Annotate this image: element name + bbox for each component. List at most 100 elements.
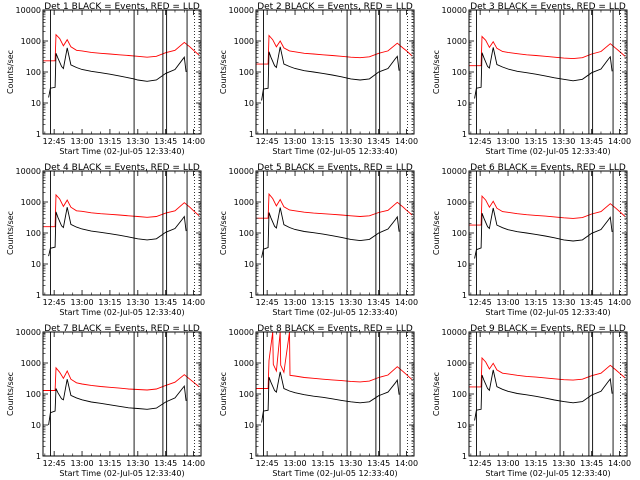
- detector-panel: Det 8 BLACK = Events, RED = LLD 1 10 100 100…: [219, 324, 418, 478]
- y-tick-label: 10000: [229, 328, 254, 337]
- x-tick-label: 13:00: [71, 137, 94, 146]
- x-tick-label: 13:00: [284, 298, 307, 307]
- x-tick-label: 12:45: [256, 298, 279, 307]
- plot-frame: [255, 170, 415, 296]
- lld-series-line: [43, 33, 200, 62]
- x-tick-label: 14:00: [182, 298, 205, 307]
- events-series-line: [48, 379, 187, 426]
- x-tick-label: 13:15: [98, 459, 121, 468]
- y-axis-label: Counts/sec: [219, 372, 228, 416]
- panel-title: Det 9 BLACK = Events, RED = LLD: [470, 324, 626, 334]
- events-series-line: [261, 207, 400, 258]
- x-tick-label: 13:00: [497, 137, 520, 146]
- x-tick-label: 12:45: [469, 459, 492, 468]
- x-axis-label: Start Time (02-Jul-05 12:33:40): [59, 147, 184, 156]
- plot-frame: [468, 9, 628, 135]
- y-tick-label: 100: [26, 229, 41, 238]
- x-tick-label: 14:00: [608, 459, 631, 468]
- detector-panel: Det 4 BLACK = Events, RED = LLD 1 10 100 100…: [6, 163, 205, 317]
- y-axis-label: Counts/sec: [219, 211, 228, 255]
- lld-series-line: [256, 192, 413, 219]
- plot-frame: [255, 331, 415, 457]
- y-tick-label: 10000: [16, 328, 41, 337]
- detector-panel: Det 6 BLACK = Events, RED = LLD 1 10 100 100…: [432, 163, 631, 317]
- y-tick-label: 10000: [16, 167, 41, 176]
- y-tick-label: 1: [462, 452, 467, 461]
- x-axis-label: Start Time (02-Jul-05 12:33:40): [59, 308, 184, 317]
- y-tick-label: 100: [452, 68, 467, 77]
- x-tick-label: 13:30: [552, 298, 575, 307]
- x-tick-label: 13:15: [98, 137, 121, 146]
- x-axis-label: Start Time (02-Jul-05 12:33:40): [272, 469, 397, 478]
- x-axis-label: Start Time (02-Jul-05 12:33:40): [485, 308, 610, 317]
- x-tick-label: 13:30: [339, 137, 362, 146]
- y-tick-label: 100: [452, 229, 467, 238]
- y-axis-label: Counts/sec: [432, 50, 441, 94]
- detector-panel: Det 7 BLACK = Events, RED = LLD 1 10 100 100…: [6, 324, 205, 478]
- events-series-line: [474, 47, 613, 99]
- events-series-line: [474, 207, 613, 259]
- x-axis-label: Start Time (02-Jul-05 12:33:40): [485, 469, 610, 478]
- y-tick-label: 10: [244, 421, 254, 430]
- lld-series-line: [256, 331, 413, 389]
- detector-panel: Det 3 BLACK = Events, RED = LLD 1 10 100 100…: [432, 2, 631, 156]
- x-tick-label: 13:15: [311, 459, 334, 468]
- y-tick-label: 1000: [447, 37, 467, 46]
- x-tick-label: 12:45: [256, 459, 279, 468]
- x-tick-label: 12:45: [43, 459, 66, 468]
- y-tick-label: 1000: [234, 359, 254, 368]
- x-tick-label: 13:30: [339, 298, 362, 307]
- detector-panel: Det 2 BLACK = Events, RED = LLD 1 10 100 100…: [219, 2, 418, 156]
- lld-series-line: [43, 366, 200, 391]
- plot-frame: [42, 331, 202, 457]
- y-tick-label: 1000: [447, 359, 467, 368]
- x-tick-label: 13:45: [580, 459, 603, 468]
- x-tick-label: 14:00: [395, 137, 418, 146]
- lld-series-line: [469, 194, 626, 226]
- y-tick-label: 10: [31, 99, 41, 108]
- plot-frame: [42, 9, 202, 135]
- detector-panel: Det 9 BLACK = Events, RED = LLD 1 10 100 100…: [432, 324, 631, 478]
- y-tick-label: 10000: [16, 6, 41, 15]
- lld-series-line: [469, 356, 626, 388]
- y-tick-label: 1000: [234, 198, 254, 207]
- y-tick-label: 1: [249, 291, 254, 300]
- x-tick-label: 13:15: [311, 137, 334, 146]
- detector-panel: Det 1 BLACK = Events, RED = LLD 1 10 100 100…: [6, 2, 205, 156]
- y-axis-label: Counts/sec: [6, 372, 15, 416]
- x-tick-label: 13:30: [126, 137, 149, 146]
- y-tick-label: 1: [36, 452, 41, 461]
- x-tick-label: 13:00: [284, 137, 307, 146]
- plot-frame: [255, 9, 415, 135]
- x-axis-label: Start Time (02-Jul-05 12:33:40): [59, 469, 184, 478]
- x-tick-label: 12:45: [469, 137, 492, 146]
- y-tick-label: 1000: [21, 198, 41, 207]
- x-tick-label: 13:15: [524, 137, 547, 146]
- events-series-line: [261, 371, 400, 423]
- x-tick-label: 13:45: [367, 298, 390, 307]
- events-series-line: [474, 369, 613, 421]
- y-tick-label: 10000: [442, 167, 467, 176]
- x-tick-label: 13:00: [71, 298, 94, 307]
- x-axis-label: Start Time (02-Jul-05 12:33:40): [485, 147, 610, 156]
- y-tick-label: 100: [452, 390, 467, 399]
- x-tick-label: 14:00: [395, 298, 418, 307]
- y-tick-label: 10: [244, 260, 254, 269]
- y-axis-label: Counts/sec: [219, 50, 228, 94]
- x-tick-label: 12:45: [43, 298, 66, 307]
- x-tick-label: 13:15: [524, 298, 547, 307]
- panel-title: Det 4 BLACK = Events, RED = LLD: [44, 163, 200, 173]
- y-tick-label: 10: [457, 99, 467, 108]
- y-tick-label: 1: [36, 291, 41, 300]
- y-tick-label: 10000: [229, 167, 254, 176]
- y-tick-label: 1: [249, 452, 254, 461]
- events-series-line: [261, 46, 400, 101]
- panel-title: Det 3 BLACK = Events, RED = LLD: [470, 2, 626, 12]
- y-axis-label: Counts/sec: [432, 211, 441, 255]
- events-series-line: [48, 207, 187, 257]
- panel-title: Det 2 BLACK = Events, RED = LLD: [257, 2, 413, 12]
- x-tick-label: 13:45: [154, 137, 177, 146]
- x-tick-label: 13:00: [497, 459, 520, 468]
- y-tick-label: 10: [31, 260, 41, 269]
- y-axis-label: Counts/sec: [432, 372, 441, 416]
